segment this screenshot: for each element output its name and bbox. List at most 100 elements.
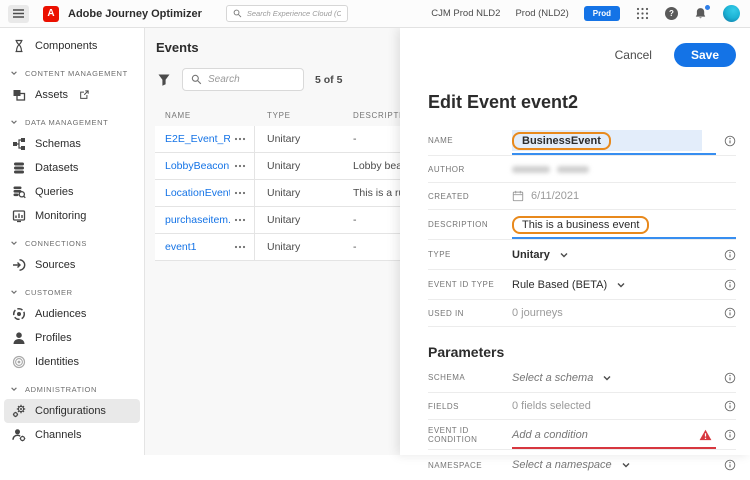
chevron-down-icon xyxy=(10,239,18,247)
sidebar-item-schemas[interactable]: Schemas xyxy=(4,132,140,156)
sidebar-item-label: Monitoring xyxy=(35,210,87,222)
org-name[interactable]: CJM Prod NLD2 xyxy=(431,8,501,19)
info-icon[interactable] xyxy=(724,249,736,261)
more-options-button[interactable] xyxy=(234,137,246,141)
schema-dropdown[interactable]: Select a schema xyxy=(512,363,716,392)
chevron-down-icon xyxy=(10,385,18,393)
info-icon[interactable] xyxy=(724,279,736,291)
experience-cloud-search-input[interactable] xyxy=(246,9,341,18)
column-header-name[interactable]: NAME xyxy=(165,110,191,120)
info-icon[interactable] xyxy=(724,135,736,147)
edit-panel-header: Cancel Save xyxy=(428,28,736,67)
column-header-type[interactable]: TYPE xyxy=(267,110,291,120)
event-name-link[interactable]: event1 xyxy=(165,241,197,253)
sidebar-item-label: Channels xyxy=(35,429,82,441)
sidebar-section-connections[interactable]: CONNECTIONS xyxy=(0,233,144,253)
sidebar-item-audiences[interactable]: Audiences xyxy=(4,302,140,326)
info-icon[interactable] xyxy=(724,307,736,319)
notification-dot xyxy=(704,4,711,11)
save-button[interactable]: Save xyxy=(673,43,736,67)
sidebar-section-label: DATA MANAGEMENT xyxy=(25,117,109,127)
info-icon[interactable] xyxy=(724,459,736,471)
type-value: Unitary xyxy=(512,248,550,261)
help-button[interactable]: ? xyxy=(665,7,678,20)
sidebar-item-queries[interactable]: Queries xyxy=(4,180,140,204)
type-dropdown[interactable]: Unitary xyxy=(512,240,716,269)
events-count: 5 of 5 xyxy=(315,73,343,86)
sidebar-item-sources[interactable]: Sources xyxy=(4,253,140,277)
sidebar-section-label: CONTENT MANAGEMENT xyxy=(25,68,128,78)
more-options-button[interactable] xyxy=(234,218,246,222)
field-row-schema: SCHEMA Select a schema xyxy=(428,363,736,393)
sidebar: Components CONTENT MANAGEMENT Assets DAT… xyxy=(0,28,145,455)
sidebar-item-datasets[interactable]: Datasets xyxy=(4,156,140,180)
sidebar-item-profiles[interactable]: Profiles xyxy=(4,326,140,350)
more-options-icon xyxy=(234,218,246,222)
event-type: Unitary xyxy=(267,241,301,253)
name-input[interactable]: BusinessEvent xyxy=(512,126,716,155)
filter-button[interactable] xyxy=(157,73,171,87)
event-name-link[interactable]: E2E_Event_R... xyxy=(165,133,230,145)
field-label: USED IN xyxy=(428,308,464,318)
sidebar-section-data-management[interactable]: DATA MANAGEMENT xyxy=(0,112,144,132)
info-icon[interactable] xyxy=(724,400,736,412)
column-header-description[interactable]: DESCRIPTION xyxy=(353,110,416,120)
apps-grid-button[interactable] xyxy=(636,7,649,20)
experience-cloud-search[interactable] xyxy=(225,5,348,22)
fields-value[interactable]: 0 fields selected xyxy=(512,400,591,412)
chevron-down-icon xyxy=(10,288,18,296)
more-options-button[interactable] xyxy=(234,245,246,249)
hamburger-menu-button[interactable] xyxy=(8,4,29,23)
chevron-down-icon xyxy=(621,460,631,470)
configurations-icon xyxy=(12,404,26,418)
event-name-link[interactable]: LobbyBeacon xyxy=(165,160,230,172)
event-id-type-dropdown[interactable]: Rule Based (BETA) xyxy=(512,270,716,299)
sandbox-name[interactable]: Prod (NLD2) xyxy=(515,8,569,19)
sidebar-section-administration[interactable]: ADMINISTRATION xyxy=(0,379,144,399)
sidebar-item-label: Identities xyxy=(35,356,80,368)
field-row-event-id-condition: EVENT ID CONDITION Add a condition xyxy=(428,420,736,450)
events-search[interactable] xyxy=(182,68,304,91)
event-name-link[interactable]: LocationEvent xyxy=(165,187,230,199)
notifications-button[interactable] xyxy=(694,4,711,20)
field-row-author: AUTHOR xyxy=(428,156,736,183)
environment-badge[interactable]: Prod xyxy=(583,6,620,21)
sidebar-item-configurations[interactable]: Configurations xyxy=(4,399,140,423)
info-icon[interactable] xyxy=(724,429,736,441)
datasets-icon xyxy=(12,161,26,175)
sidebar-section-label: ADMINISTRATION xyxy=(25,384,98,394)
event-name-link[interactable]: purchaseitem... xyxy=(165,214,230,226)
sidebar-item-monitoring[interactable]: Monitoring xyxy=(4,204,140,228)
sidebar-section-customer[interactable]: CUSTOMER xyxy=(0,282,144,302)
sidebar-section-content-management[interactable]: CONTENT MANAGEMENT xyxy=(0,63,144,83)
adobe-logo[interactable]: A xyxy=(43,5,59,22)
sidebar-item-assets[interactable]: Assets xyxy=(4,83,140,107)
sidebar-item-identities[interactable]: Identities xyxy=(4,350,140,374)
adobe-logo-letter: A xyxy=(47,8,55,19)
events-search-input[interactable] xyxy=(208,74,295,85)
created-date: 6/11/2021 xyxy=(531,190,580,202)
apps-grid-icon xyxy=(636,7,649,20)
chevron-down-icon xyxy=(616,280,626,290)
more-options-button[interactable] xyxy=(234,164,246,168)
parameters-heading: Parameters xyxy=(428,344,505,360)
used-in-value: 0 journeys xyxy=(512,307,563,319)
sidebar-item-components[interactable]: Components xyxy=(4,34,140,58)
sidebar-item-label: Assets xyxy=(35,89,69,101)
avatar[interactable] xyxy=(723,5,740,22)
edit-form: NAME BusinessEvent AUTHOR CREATED 6/11/2… xyxy=(428,126,736,480)
edit-event-panel: Cancel Save Edit Event event2 NAME Busin… xyxy=(400,28,750,471)
more-options-icon xyxy=(234,245,246,249)
event-id-condition-input[interactable]: Add a condition xyxy=(512,420,716,449)
name-value-annotation: BusinessEvent xyxy=(512,131,611,150)
audiences-icon xyxy=(12,307,26,321)
sidebar-item-channels[interactable]: Channels xyxy=(4,423,140,447)
field-label: DESCRIPTION xyxy=(428,220,489,229)
info-icon[interactable] xyxy=(724,372,736,384)
assets-icon xyxy=(12,88,26,102)
cancel-button[interactable]: Cancel xyxy=(614,48,652,62)
description-input[interactable]: This is a business event xyxy=(512,210,736,239)
event-description: - xyxy=(353,214,357,226)
condition-placeholder: Add a condition xyxy=(512,428,588,441)
more-options-button[interactable] xyxy=(234,191,246,195)
